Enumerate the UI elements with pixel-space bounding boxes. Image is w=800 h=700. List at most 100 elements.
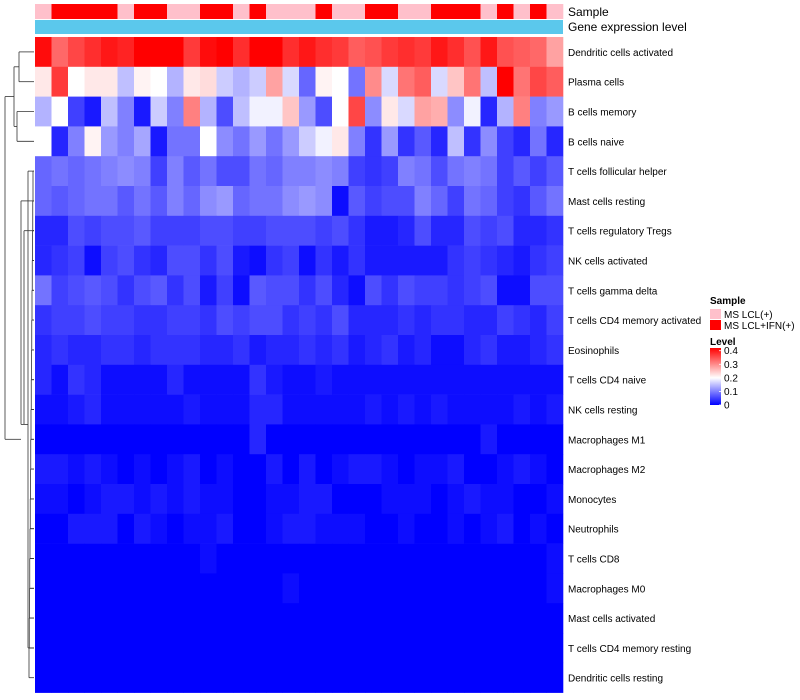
- heatmap-cell: [546, 156, 564, 187]
- heatmap-cell: [84, 573, 102, 604]
- heatmap-cell: [546, 424, 564, 455]
- heatmap-cell: [381, 364, 399, 395]
- heatmap-cell: [546, 513, 564, 544]
- heatmap-cell: [200, 66, 217, 97]
- heatmap-cell: [315, 126, 333, 157]
- heatmap-cell: [431, 513, 448, 544]
- heatmap-cell: [497, 543, 514, 574]
- heatmap-cell: [464, 186, 481, 217]
- heatmap-cell: [546, 633, 564, 664]
- heatmap-cell: [216, 424, 234, 455]
- heatmap-cell: [447, 603, 465, 634]
- legend-tick-label: 0.3: [724, 360, 738, 371]
- heatmap-cell: [315, 662, 333, 693]
- heatmap-cell: [431, 186, 448, 217]
- heatmap-cell: [299, 186, 316, 217]
- heatmap-cell: [183, 543, 201, 574]
- row-label: Mast cells resting: [568, 197, 645, 208]
- heatmap-cell: [464, 543, 481, 574]
- heatmap-cell: [464, 573, 481, 604]
- heatmap-cell: [233, 364, 250, 395]
- heatmap-cell: [315, 633, 333, 664]
- heatmap-cell: [216, 156, 234, 187]
- heatmap-cell: [266, 543, 283, 574]
- heatmap-cell: [348, 513, 366, 544]
- heatmap-cell: [431, 66, 448, 97]
- heatmap-cell: [51, 156, 69, 187]
- heatmap-cell: [51, 364, 69, 395]
- heatmap-cell: [365, 37, 382, 68]
- heatmap-cell: [398, 126, 415, 157]
- heatmap-cell: [84, 275, 102, 306]
- heatmap-cell: [167, 364, 184, 395]
- heatmap-cell: [365, 66, 382, 97]
- heatmap-cell: [150, 484, 168, 515]
- heatmap-cell: [282, 96, 300, 127]
- heatmap-cell: [167, 662, 184, 693]
- heatmap-cell: [68, 245, 85, 276]
- heatmap-cell: [150, 573, 168, 604]
- heatmap-cell: [431, 37, 448, 68]
- heatmap-cell: [381, 186, 399, 217]
- heatmap-cell: [530, 215, 547, 246]
- heatmap-cell: [464, 156, 481, 187]
- heatmap-cell: [299, 424, 316, 455]
- heatmap-cell: [398, 37, 415, 68]
- heatmap-cell: [530, 484, 547, 515]
- heatmap-cell: [513, 186, 531, 217]
- heatmap-cell: [282, 573, 300, 604]
- heatmap-cell: [84, 66, 102, 97]
- heatmap-cell: [200, 215, 217, 246]
- heatmap-cell: [398, 364, 415, 395]
- heatmap-cell: [282, 186, 300, 217]
- heatmap-cell: [249, 424, 267, 455]
- heatmap-cell: [464, 335, 481, 366]
- heatmap-cell: [315, 245, 333, 276]
- heatmap-cell: [497, 424, 514, 455]
- heatmap-cell: [464, 424, 481, 455]
- heatmap-cell: [68, 275, 85, 306]
- row-label: T cells follicular helper: [568, 167, 667, 178]
- heatmap-cell: [249, 37, 267, 68]
- heatmap-cell: [414, 484, 432, 515]
- heatmap-cell: [150, 513, 168, 544]
- heatmap-cell: [513, 454, 531, 485]
- heatmap-cell: [497, 513, 514, 544]
- heatmap-cell: [233, 394, 250, 425]
- heatmap-cell: [200, 305, 217, 336]
- heatmap-cell: [447, 186, 465, 217]
- row-label: T cells regulatory Tregs: [568, 227, 672, 238]
- row-label: NK cells resting: [568, 406, 637, 417]
- heatmap-cell: [35, 633, 52, 664]
- heatmap-cell: [134, 66, 151, 97]
- heatmap-cell: [348, 364, 366, 395]
- heatmap-cell: [216, 66, 234, 97]
- heatmap-cell: [68, 633, 85, 664]
- heatmap-cell: [35, 454, 52, 485]
- heatmap-cell: [51, 603, 69, 634]
- heatmap-cell: [464, 37, 481, 68]
- heatmap-cell: [117, 573, 135, 604]
- heatmap-cell: [183, 364, 201, 395]
- heatmap-cell: [348, 335, 366, 366]
- heatmap-cell: [68, 513, 85, 544]
- heatmap-cell: [68, 454, 85, 485]
- heatmap-cell: [348, 573, 366, 604]
- heatmap-cell: [233, 573, 250, 604]
- heatmap-cell: [167, 484, 184, 515]
- heatmap-cell: [332, 96, 349, 127]
- heatmap-cell: [431, 215, 448, 246]
- expression-annotation-label: Gene expression level: [568, 20, 687, 34]
- heatmap-cell: [546, 335, 564, 366]
- heatmap-cell: [365, 126, 382, 157]
- heatmap-cell: [216, 126, 234, 157]
- heatmap-cell: [249, 186, 267, 217]
- legend-swatch-ms-lcl: [710, 309, 721, 319]
- heatmap-cell: [282, 513, 300, 544]
- heatmap-cell: [381, 454, 399, 485]
- heatmap-cell: [497, 305, 514, 336]
- heatmap-cell: [513, 215, 531, 246]
- heatmap-cell: [414, 603, 432, 634]
- heatmap-cell: [233, 37, 250, 68]
- heatmap-cell: [101, 603, 118, 634]
